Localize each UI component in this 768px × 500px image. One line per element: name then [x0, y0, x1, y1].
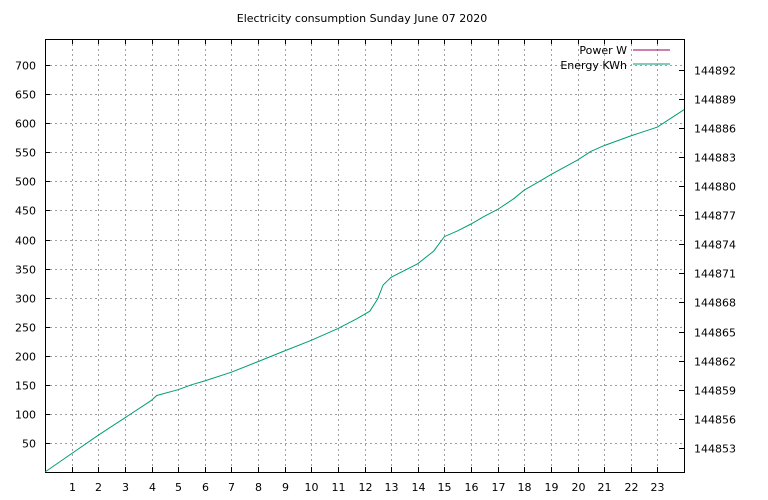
- x-tick-label: 15: [438, 481, 452, 494]
- y-left-tick-label: 200: [15, 351, 36, 364]
- y-left-tick-label: 600: [15, 118, 36, 131]
- y-right-tick-label: 144853: [694, 443, 736, 456]
- x-tick-label: 9: [282, 481, 289, 494]
- x-tick-label: 16: [465, 481, 479, 494]
- x-tick-label: 20: [572, 481, 586, 494]
- x-tick-label: 4: [149, 481, 156, 494]
- ticks-layer: 1 2 3 4 5 6 7 8 9 10 11 12 13 14 15 16 17 18 19 20 21 22 23501…: [15, 39, 736, 494]
- x-tick-label: 10: [305, 481, 319, 494]
- y-left-tick-label: 700: [15, 60, 36, 73]
- y-right-tick-label: 144874: [694, 239, 736, 252]
- x-tick-label: 2: [95, 481, 102, 494]
- series-layer: [44, 109, 685, 473]
- x-tick-label: 23: [651, 481, 665, 494]
- x-tick-label: 18: [518, 481, 532, 494]
- y-right-tick-label: 144868: [694, 297, 736, 310]
- x-tick-label: 12: [359, 481, 373, 494]
- legend-label-energy: Energy KWh: [560, 59, 627, 72]
- x-tick-label: 8: [255, 481, 262, 494]
- x-tick-label: 3: [122, 481, 129, 494]
- x-tick-label: 17: [492, 481, 506, 494]
- y-left-tick-label: 550: [15, 147, 36, 160]
- y-left-tick-label: 500: [15, 176, 36, 189]
- y-right-tick-label: 144883: [694, 152, 736, 165]
- x-tick-label: 11: [332, 481, 346, 494]
- y-right-tick-label: 144880: [694, 181, 736, 194]
- y-left-tick-label: 100: [15, 409, 36, 422]
- energy-series-line: [44, 109, 685, 473]
- y-right-tick-label: 144886: [694, 123, 736, 136]
- y-right-tick-label: 144865: [694, 327, 736, 340]
- y-right-tick-label: 144877: [694, 210, 736, 223]
- x-tick-label: 6: [202, 481, 209, 494]
- x-tick-label: 19: [545, 481, 559, 494]
- y-left-tick-label: 450: [15, 205, 36, 218]
- x-tick-label: 22: [625, 481, 639, 494]
- grid-layer: [45, 39, 684, 472]
- x-tick-label: 21: [598, 481, 612, 494]
- y-right-tick-label: 144889: [694, 94, 736, 107]
- y-right-tick-label: 144862: [694, 356, 736, 369]
- y-left-tick-label: 350: [15, 264, 36, 277]
- legend: Power W Energy KWh: [560, 44, 670, 72]
- y-left-tick-label: 50: [22, 438, 36, 451]
- y-right-tick-label: 144892: [694, 65, 736, 78]
- x-tick-label: 7: [228, 481, 235, 494]
- chart-title: Electricity consumption Sunday June 07 2…: [237, 12, 487, 25]
- x-tick-label: 5: [175, 481, 182, 494]
- x-tick-label: 13: [385, 481, 399, 494]
- y-left-tick-label: 300: [15, 293, 36, 306]
- y-right-tick-label: 144856: [694, 414, 736, 427]
- y-left-tick-label: 650: [15, 89, 36, 102]
- y-left-tick-label: 250: [15, 322, 36, 335]
- y-left-tick-label: 400: [15, 235, 36, 248]
- y-left-tick-label: 150: [15, 380, 36, 393]
- y-right-tick-label: 144859: [694, 385, 736, 398]
- x-tick-label: 14: [412, 481, 426, 494]
- y-right-tick-label: 144871: [694, 268, 736, 281]
- legend-label-power: Power W: [579, 44, 627, 57]
- x-tick-label: 1: [69, 481, 76, 494]
